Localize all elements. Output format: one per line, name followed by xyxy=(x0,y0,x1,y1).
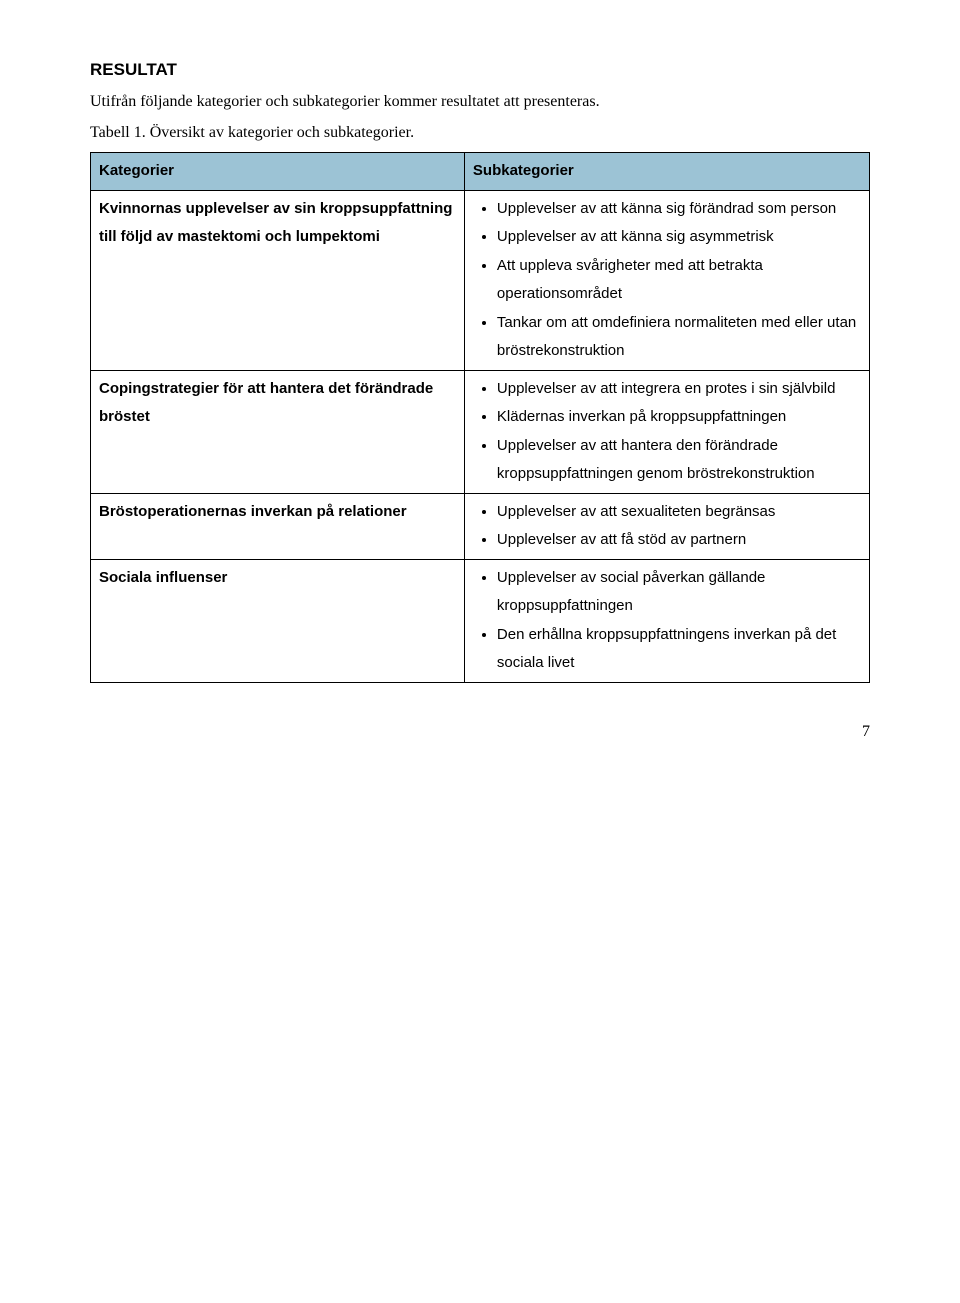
table-row: Sociala influenser Upplevelser av social… xyxy=(91,559,870,682)
subcategory-list: Upplevelser av att känna sig förändrad s… xyxy=(473,195,861,366)
list-item: Klädernas inverkan på kroppsuppfattninge… xyxy=(497,403,861,432)
section-title: RESULTAT xyxy=(90,60,870,80)
list-item: Upplevelser av att få stöd av partnern xyxy=(497,526,861,555)
table-row: Copingstrategier för att hantera det för… xyxy=(91,370,870,493)
intro-text: Utifrån följande kategorier och subkateg… xyxy=(90,90,870,114)
list-item: Upplevelser av att känna sig asymmetrisk xyxy=(497,223,861,252)
category-cell: Bröstoperationernas inverkan på relation… xyxy=(91,493,465,559)
subcategory-list: Upplevelser av att sexualiteten begränsa… xyxy=(473,498,861,555)
list-item: Att uppleva svårigheter med att betrakta… xyxy=(497,252,861,309)
table-row: Bröstoperationernas inverkan på relation… xyxy=(91,493,870,559)
subcategory-list: Upplevelser av att integrera en protes i… xyxy=(473,375,861,489)
subcategory-list: Upplevelser av social påverkan gällande … xyxy=(473,564,861,678)
category-cell: Sociala influenser xyxy=(91,559,465,682)
list-item: Upplevelser av social påverkan gällande … xyxy=(497,564,861,621)
table-header-row: Kategorier Subkategorier xyxy=(91,153,870,191)
list-item: Den erhållna kroppsuppfattningens inverk… xyxy=(497,621,861,678)
category-cell: Kvinnornas upplevelser av sin kroppsuppf… xyxy=(91,190,465,370)
page-number: 7 xyxy=(90,723,870,741)
table-caption: Tabell 1. Översikt av kategorier och sub… xyxy=(90,124,870,142)
list-item: Upplevelser av att sexualiteten begränsa… xyxy=(497,498,861,527)
subcategory-cell: Upplevelser av att integrera en protes i… xyxy=(464,370,869,493)
categories-table: Kategorier Subkategorier Kvinnornas uppl… xyxy=(90,152,870,683)
subcategory-cell: Upplevelser av social påverkan gällande … xyxy=(464,559,869,682)
list-item: Upplevelser av att integrera en protes i… xyxy=(497,375,861,404)
col-header-categories: Kategorier xyxy=(91,153,465,191)
category-cell: Copingstrategier för att hantera det för… xyxy=(91,370,465,493)
list-item: Upplevelser av att känna sig förändrad s… xyxy=(497,195,861,224)
list-item: Tankar om att omdefiniera normaliteten m… xyxy=(497,309,861,366)
subcategory-cell: Upplevelser av att sexualiteten begränsa… xyxy=(464,493,869,559)
subcategory-cell: Upplevelser av att känna sig förändrad s… xyxy=(464,190,869,370)
table-row: Kvinnornas upplevelser av sin kroppsuppf… xyxy=(91,190,870,370)
list-item: Upplevelser av att hantera den förändrad… xyxy=(497,432,861,489)
col-header-subcategories: Subkategorier xyxy=(464,153,869,191)
